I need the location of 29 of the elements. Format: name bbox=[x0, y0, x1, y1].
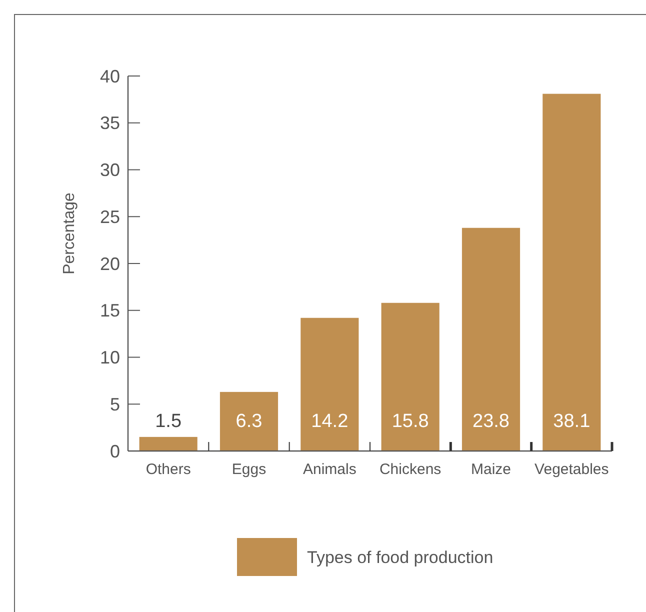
bar bbox=[220, 392, 278, 451]
bar bbox=[300, 318, 359, 451]
y-tick-label: 5 bbox=[110, 394, 120, 414]
data-label: 14.2 bbox=[311, 411, 348, 432]
x-tick-label: Chickens bbox=[379, 461, 442, 478]
legend-label: Types of food production bbox=[307, 548, 494, 567]
bar bbox=[381, 302, 440, 451]
x-tick-label: Maize bbox=[470, 461, 512, 478]
data-label: 15.8 bbox=[392, 411, 429, 432]
y-tick-label: 35 bbox=[100, 113, 120, 134]
y-tick-label: 30 bbox=[100, 160, 120, 180]
data-label: 6.3 bbox=[236, 411, 262, 432]
bar bbox=[542, 94, 601, 451]
data-label: 23.8 bbox=[472, 411, 510, 432]
x-tick-label: Eggs bbox=[232, 461, 266, 478]
y-tick-label: 20 bbox=[100, 254, 120, 274]
x-tick-label: Animals bbox=[302, 461, 356, 478]
y-tick-label: 25 bbox=[100, 206, 120, 227]
y-tick-label: 40 bbox=[100, 66, 120, 86]
x-tick-label: Others bbox=[146, 461, 191, 478]
bar bbox=[462, 228, 520, 451]
y-tick-label: 10 bbox=[100, 348, 120, 368]
bar bbox=[139, 436, 198, 451]
data-label: 1.5 bbox=[155, 410, 182, 432]
y-tick-label: 0 bbox=[110, 441, 120, 462]
y-axis-title: Percentage bbox=[61, 192, 78, 274]
x-tick-label: Vegetables bbox=[534, 461, 609, 478]
data-label: 38.1 bbox=[553, 411, 590, 432]
y-tick-label: 15 bbox=[100, 300, 120, 321]
